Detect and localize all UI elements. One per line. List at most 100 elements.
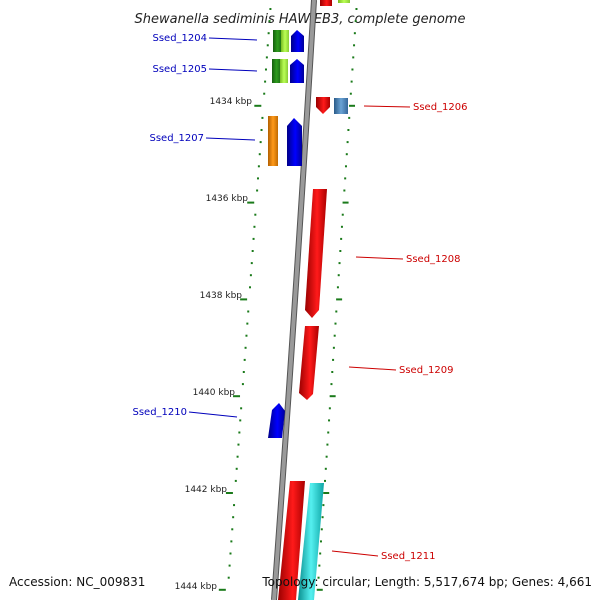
minor-tick-mark <box>333 334 336 337</box>
minor-tick-mark <box>343 189 346 192</box>
major-tick-mark <box>225 492 233 494</box>
ssed-1207-cds-arrow[interactable] <box>287 118 302 166</box>
minor-tick-mark <box>317 576 320 579</box>
ssed-1211-leader-line <box>331 550 379 557</box>
minor-tick-mark <box>243 358 246 361</box>
minor-tick-mark <box>268 20 271 23</box>
minor-tick-mark <box>231 528 234 531</box>
minor-tick-mark <box>351 68 354 71</box>
minor-tick-mark <box>244 346 247 349</box>
right-tick-track <box>316 8 358 591</box>
minor-tick-mark <box>259 141 262 144</box>
minor-tick-mark <box>346 141 349 144</box>
minor-tick-mark <box>340 225 343 228</box>
ssed-1204-leader-line <box>208 37 258 41</box>
ssed-1205-gene-feature[interactable] <box>272 59 281 83</box>
tick-label: 1444 kbp <box>175 582 218 592</box>
minor-tick-mark <box>228 564 231 567</box>
minor-tick-mark <box>338 262 341 265</box>
ssed-1205-light-feature[interactable] <box>280 59 288 83</box>
major-tick-mark <box>323 492 330 494</box>
minor-tick-mark <box>344 165 347 168</box>
ssed-1210-cds-arrow[interactable] <box>268 403 285 438</box>
minor-tick-mark <box>328 407 331 410</box>
minor-tick-mark <box>328 419 331 422</box>
minor-tick-mark <box>239 419 242 422</box>
minor-tick-mark <box>242 371 245 373</box>
minor-tick-mark <box>353 44 356 47</box>
ssed-1211-cyan-feature[interactable] <box>298 483 324 600</box>
major-tick-mark <box>329 395 336 398</box>
minor-tick-mark <box>349 92 352 95</box>
ssed-1206-cds-arrow[interactable] <box>316 97 330 114</box>
minor-tick-mark <box>339 250 342 252</box>
minor-tick-mark <box>235 467 238 470</box>
ssed-1204-gene-feature[interactable] <box>273 30 282 52</box>
minor-tick-mark <box>237 443 240 446</box>
minor-tick-mark <box>330 383 333 386</box>
minor-tick-mark <box>264 80 267 83</box>
minor-tick-mark <box>350 80 353 83</box>
minor-tick-mark <box>256 177 259 180</box>
minor-tick-mark <box>261 116 264 119</box>
ssed-1211-label[interactable]: Ssed_1211 <box>381 551 436 562</box>
minor-tick-mark <box>227 576 230 579</box>
ssed-1205-label[interactable]: Ssed_1205 <box>152 64 207 75</box>
minor-tick-mark <box>344 177 347 180</box>
tick-label: 1440 kbp <box>193 388 236 398</box>
minor-tick-mark <box>348 116 351 119</box>
tick-label: 1434 kbp <box>210 97 253 107</box>
ssed-1207-leader-line <box>205 137 256 141</box>
minor-tick-mark <box>319 540 322 543</box>
ssed-1209-label[interactable]: Ssed_1209 <box>399 365 454 376</box>
minor-tick-mark <box>335 310 338 313</box>
ssed-1208-label[interactable]: Ssed_1208 <box>406 254 461 265</box>
minor-tick-mark <box>345 153 348 156</box>
minor-tick-mark <box>252 237 255 240</box>
ssed-1211-cds-a[interactable] <box>278 481 305 600</box>
minor-tick-mark <box>249 286 252 289</box>
ssed-1206-leader-line <box>363 105 411 108</box>
minor-tick-mark <box>246 322 249 325</box>
ssed-1210-label[interactable]: Ssed_1210 <box>132 407 187 418</box>
partial-reverse-cds[interactable] <box>320 0 332 6</box>
ssed-1204-cds-arrow[interactable] <box>291 30 304 52</box>
minor-tick-mark <box>234 479 237 482</box>
ssed-1204-light-feature[interactable] <box>281 30 289 52</box>
ssed-1205-cds-arrow[interactable] <box>290 59 304 83</box>
genome-stats-text: Topology: circular; Length: 5,517,674 bp… <box>262 575 592 589</box>
tick-label: 1442 kbp <box>185 485 228 495</box>
major-tick-mark <box>254 104 262 107</box>
minor-tick-mark <box>332 358 335 361</box>
minor-tick-mark <box>326 443 329 446</box>
minor-tick-mark <box>355 8 358 10</box>
ssed-1204-label[interactable]: Ssed_1204 <box>152 33 207 44</box>
major-tick-mark <box>240 298 248 301</box>
major-tick-mark <box>342 201 349 204</box>
ssed-1208-cds-arrow[interactable] <box>305 189 327 318</box>
map-title: Shewanella sediminis HAW-EB3, complete g… <box>135 12 466 27</box>
minor-tick-mark <box>232 516 235 519</box>
minor-tick-mark <box>336 286 339 289</box>
ssed-1209-cds-arrow[interactable] <box>299 326 319 400</box>
ssed-1207-label[interactable]: Ssed_1207 <box>149 133 204 144</box>
minor-tick-mark <box>321 516 324 519</box>
ssed-1206-label[interactable]: Ssed_1206 <box>413 102 468 113</box>
minor-tick-mark <box>238 431 241 434</box>
minor-tick-mark <box>340 237 343 240</box>
minor-tick-mark <box>325 455 328 458</box>
minor-tick-mark <box>263 92 266 95</box>
ssed-1205-leader-line <box>208 68 258 72</box>
partial-feature[interactable] <box>338 0 350 3</box>
minor-tick-mark <box>332 346 335 349</box>
accession-text: Accession: NC_009831 <box>9 575 146 589</box>
minor-tick-mark <box>334 322 337 325</box>
minor-tick-mark <box>318 564 321 567</box>
ssed-1206-rna-feature[interactable] <box>334 98 348 114</box>
minor-tick-mark <box>347 129 350 131</box>
minor-tick-mark <box>245 334 248 337</box>
minor-tick-mark <box>327 431 330 434</box>
ssed-1207-gene-feature[interactable] <box>268 116 278 166</box>
minor-tick-mark <box>331 371 334 373</box>
minor-tick-mark <box>230 540 233 543</box>
